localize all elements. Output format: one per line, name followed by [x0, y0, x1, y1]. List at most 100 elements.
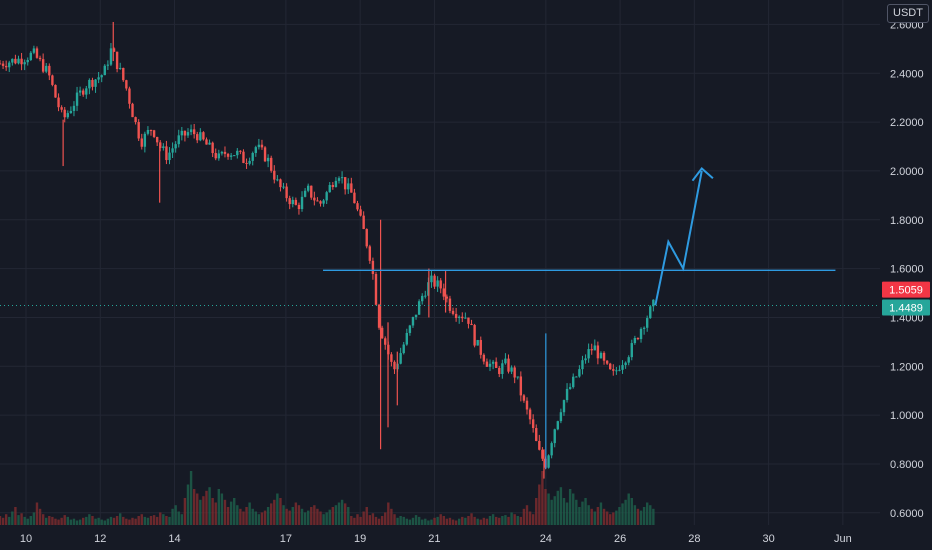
candle-body — [217, 153, 221, 159]
volume-bar — [501, 516, 504, 525]
candle-body — [528, 409, 532, 420]
volume-bar — [350, 516, 353, 525]
candle-body — [513, 367, 516, 378]
volume-bar — [57, 519, 60, 525]
candle-body — [362, 215, 365, 230]
x-tick-label: 30 — [762, 533, 774, 545]
candle-body — [568, 387, 572, 389]
candle-body — [270, 157, 273, 171]
volume-bar — [454, 520, 458, 525]
volume-bar — [467, 516, 470, 525]
volume-bar — [522, 508, 526, 525]
volume-bar — [464, 517, 467, 525]
volume-bar — [35, 502, 39, 525]
candle-body — [371, 260, 375, 275]
volume-bar — [48, 516, 51, 525]
projection-arrowhead — [691, 167, 714, 182]
drawing-annotations[interactable] — [0, 167, 880, 469]
volume-bar — [23, 516, 26, 525]
candle-body — [630, 343, 633, 358]
volume-bar — [368, 515, 372, 525]
candle-body — [260, 144, 264, 148]
candle-body — [609, 363, 612, 370]
volume-bar — [387, 502, 390, 525]
y-tick-label: 1.8000 — [890, 215, 924, 227]
time-axis[interactable]: 10 12 14 17 19 21 24 26 28 30 Jun — [20, 533, 852, 545]
candle-body — [257, 144, 261, 148]
volume-bar — [473, 516, 476, 525]
price-label-text: 1.5059 — [889, 285, 923, 297]
volume-bar — [479, 519, 482, 525]
volume-bar — [149, 516, 153, 525]
y-tick-label: 2.0000 — [890, 166, 924, 178]
candle-body — [205, 139, 208, 145]
candle-body — [399, 353, 402, 364]
x-tick-label: 19 — [354, 533, 366, 545]
volume-bar — [427, 520, 430, 525]
candle-body — [649, 306, 652, 319]
volume-bar — [208, 487, 211, 525]
candle-body — [494, 361, 498, 368]
candle-body — [556, 421, 560, 430]
volume-bar — [128, 519, 131, 525]
candle-body — [94, 79, 97, 87]
volume-bar — [32, 512, 36, 525]
candle-body — [501, 363, 504, 374]
candle-body — [334, 180, 338, 187]
volume-bar — [399, 516, 402, 525]
candle-body — [233, 155, 236, 157]
candle-body — [23, 62, 26, 65]
candle-body — [618, 369, 621, 371]
candle-body — [75, 92, 79, 106]
volume-bar — [587, 505, 590, 525]
volume-bar — [8, 516, 11, 525]
volume-bar — [236, 505, 239, 525]
volume-bar — [393, 514, 396, 525]
candle-body — [605, 360, 609, 364]
candle-body — [69, 110, 73, 114]
volume-bar — [155, 516, 159, 525]
candle-body — [470, 323, 473, 326]
candle-body — [106, 64, 110, 66]
volume-bar — [122, 516, 125, 525]
candle-body — [408, 325, 412, 333]
candle-body — [140, 138, 143, 147]
candle-body — [14, 58, 17, 64]
candle-body — [433, 275, 436, 287]
candle-body — [17, 58, 20, 64]
candle-body — [48, 65, 51, 76]
volume-bar — [652, 508, 655, 525]
volume-bar — [229, 501, 233, 525]
volume-bar — [433, 517, 436, 525]
candle-body — [223, 151, 227, 154]
candle-body — [273, 170, 276, 180]
candle-body — [353, 192, 356, 204]
volume-bar — [340, 499, 344, 525]
volume-bar — [362, 511, 365, 525]
volume-bar — [180, 514, 184, 525]
currency-badge[interactable]: USDT — [887, 4, 929, 23]
candle-body — [125, 80, 128, 89]
candle-body — [624, 362, 627, 366]
candle-body — [562, 400, 566, 413]
candle-body — [78, 90, 82, 93]
volume-bar — [396, 517, 399, 525]
volume-bar — [528, 511, 532, 525]
volume-bar — [599, 502, 603, 525]
candle-body — [612, 369, 615, 371]
candle-body — [479, 340, 482, 355]
volume-bar — [451, 519, 455, 525]
candle-body — [448, 298, 452, 311]
x-tick-label: 24 — [540, 533, 552, 545]
candle-body — [45, 65, 48, 72]
volume-bar — [590, 508, 593, 525]
candlestick-series — [0, 21, 655, 479]
candle-body — [488, 363, 492, 367]
candle-body — [313, 197, 316, 201]
volume-bar — [365, 507, 368, 525]
candle-body — [159, 142, 162, 149]
candle-body — [652, 299, 655, 307]
volume-bar — [445, 518, 449, 525]
